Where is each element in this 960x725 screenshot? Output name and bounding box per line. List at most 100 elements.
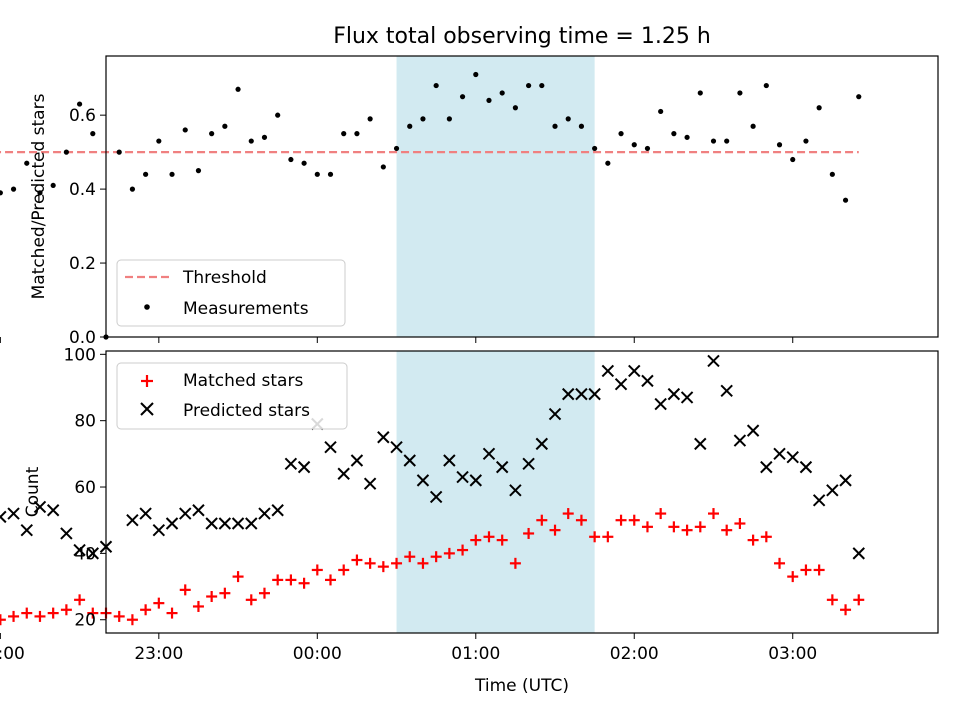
measurement-point bbox=[473, 71, 479, 78]
matched-point bbox=[826, 594, 838, 606]
measurement-point bbox=[301, 160, 307, 166]
legend-matched-swatch bbox=[141, 375, 153, 387]
matched-point bbox=[285, 574, 297, 586]
predicted-point bbox=[218, 517, 232, 530]
predicted-point bbox=[812, 494, 826, 507]
matched-point bbox=[34, 610, 46, 622]
matched-point bbox=[404, 551, 416, 563]
predicted-point bbox=[126, 513, 139, 527]
predicted-point bbox=[588, 387, 601, 401]
matched-point bbox=[615, 514, 627, 526]
matched-point bbox=[113, 610, 125, 622]
measurement-point bbox=[552, 123, 558, 129]
matched-point bbox=[760, 531, 772, 543]
measurement-point bbox=[763, 82, 769, 89]
matched-point bbox=[575, 514, 587, 526]
measurement-point bbox=[235, 86, 241, 92]
predicted-point bbox=[628, 364, 641, 378]
matched-point bbox=[272, 574, 284, 586]
measurement-point bbox=[63, 149, 69, 155]
matched-point bbox=[813, 564, 825, 576]
predicted-point bbox=[429, 490, 443, 504]
measurement-point bbox=[0, 190, 3, 196]
predicted-point bbox=[46, 504, 60, 517]
predicted-point bbox=[680, 391, 694, 404]
measurement-point bbox=[50, 182, 56, 189]
measurement-point bbox=[790, 156, 796, 163]
measurement-point bbox=[592, 145, 598, 152]
measurement-point bbox=[737, 90, 743, 96]
predicted-point bbox=[192, 504, 205, 517]
matched-point bbox=[166, 607, 178, 619]
matched-point bbox=[523, 527, 535, 539]
matched-point bbox=[483, 531, 495, 543]
predicted-point bbox=[469, 474, 482, 487]
measurement-point bbox=[697, 90, 703, 96]
bottom-y-ticks: 20 40 60 80 100 bbox=[64, 345, 106, 631]
measurement-point bbox=[341, 131, 347, 137]
measurement-point bbox=[842, 197, 849, 203]
legend-predicted-swatch bbox=[140, 402, 154, 416]
measurement-point bbox=[526, 82, 532, 89]
measurement-point bbox=[129, 186, 136, 192]
measurement-point bbox=[314, 171, 320, 177]
matched-point bbox=[74, 594, 86, 606]
predicted-point bbox=[760, 460, 773, 474]
matched-point bbox=[338, 564, 350, 576]
measurement-point bbox=[829, 171, 835, 177]
matched-point bbox=[496, 534, 508, 546]
matched-point bbox=[417, 557, 429, 569]
measurement-point bbox=[499, 90, 505, 96]
measurement-point bbox=[37, 190, 43, 196]
matched-point bbox=[377, 561, 389, 573]
top-panel: 0.0 0.2 0.4 0.6 Matched/Predicted stars Thr… bbox=[0, 55, 939, 348]
predicted-point bbox=[548, 407, 562, 421]
predicted-point bbox=[746, 424, 760, 437]
predicted-point bbox=[245, 517, 258, 530]
x-tick-label: 02:00 bbox=[610, 644, 659, 664]
measurement-point bbox=[486, 97, 492, 103]
legend-predicted-label: Predicted stars bbox=[183, 401, 310, 421]
predicted-point bbox=[654, 397, 667, 411]
measurement-point bbox=[76, 101, 83, 107]
measurement-point bbox=[275, 112, 281, 118]
matched-point bbox=[457, 544, 469, 556]
bottom-highlight-span bbox=[396, 351, 595, 633]
matched-point bbox=[245, 594, 257, 606]
predicted-point bbox=[390, 441, 403, 454]
predicted-point bbox=[205, 517, 218, 530]
predicted-point bbox=[7, 507, 20, 520]
bottom-y-axis-label: Count bbox=[23, 466, 43, 517]
measurement-point bbox=[367, 116, 373, 122]
predicted-point bbox=[509, 484, 522, 497]
matched-point bbox=[430, 551, 442, 563]
measurement-point bbox=[354, 131, 360, 137]
predicted-point bbox=[297, 460, 311, 474]
matched-point bbox=[0, 614, 6, 626]
measurement-point bbox=[209, 131, 215, 137]
measurement-point bbox=[407, 123, 413, 129]
matched-point bbox=[87, 607, 99, 619]
matched-point bbox=[391, 557, 403, 569]
matched-point bbox=[351, 554, 363, 566]
predicted-point bbox=[231, 517, 245, 530]
y-tick-label: 80 bbox=[74, 412, 96, 432]
x-axis-label: Time (UTC) bbox=[474, 676, 569, 696]
y-tick-label: 0.6 bbox=[69, 106, 96, 126]
top-highlight-span bbox=[396, 56, 595, 337]
x-tick-label: 03:00 bbox=[768, 644, 817, 664]
measurement-point bbox=[856, 94, 862, 100]
predicted-point bbox=[786, 450, 799, 464]
matched-point bbox=[153, 597, 165, 609]
predicted-point bbox=[641, 374, 654, 388]
predicted-point bbox=[324, 441, 337, 454]
matched-point bbox=[219, 587, 231, 599]
predicted-point bbox=[601, 364, 615, 378]
legend-measurements-label: Measurements bbox=[183, 299, 309, 319]
matched-point bbox=[232, 571, 244, 583]
measurement-point bbox=[658, 108, 664, 115]
measurement-point bbox=[512, 105, 518, 111]
predicted-point bbox=[562, 387, 575, 401]
predicted-point bbox=[733, 434, 747, 447]
